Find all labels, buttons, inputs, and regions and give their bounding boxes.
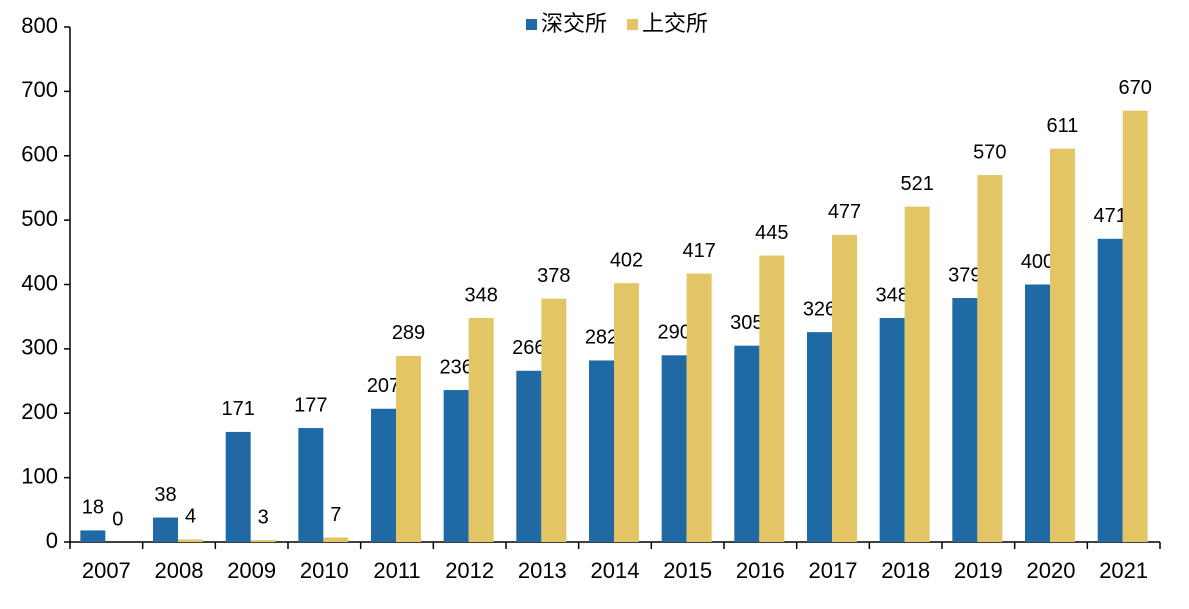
bar xyxy=(396,355,421,542)
bar xyxy=(832,234,857,542)
bar xyxy=(298,428,324,542)
y-tick-label: 700 xyxy=(21,77,58,102)
bar xyxy=(904,206,930,542)
bar xyxy=(153,517,178,542)
y-tick-label: 800 xyxy=(21,13,58,38)
bar xyxy=(80,530,106,542)
value-label: 290 xyxy=(657,322,690,344)
x-tick-label: 2012 xyxy=(445,558,494,583)
value-label: 471 xyxy=(1093,205,1126,227)
value-label: 402 xyxy=(610,249,643,271)
bar xyxy=(1097,238,1123,542)
bar xyxy=(661,355,687,542)
x-tick-label: 2020 xyxy=(1027,558,1076,583)
value-label: 348 xyxy=(464,284,497,306)
x-tick-label: 2015 xyxy=(663,558,712,583)
value-label: 445 xyxy=(755,222,788,244)
x-tick-label: 2016 xyxy=(736,558,785,583)
bar xyxy=(516,370,542,542)
bar xyxy=(977,175,1003,542)
bar xyxy=(589,360,614,542)
value-label: 378 xyxy=(537,265,570,287)
value-label: 611 xyxy=(1047,115,1079,137)
x-tick-label: 2013 xyxy=(518,558,567,583)
bar xyxy=(807,332,832,542)
value-label: 236 xyxy=(439,356,472,378)
legend-swatch xyxy=(526,19,537,30)
value-label: 670 xyxy=(1118,77,1151,99)
legend-label: 上交所 xyxy=(642,11,708,36)
value-label: 171 xyxy=(221,398,254,420)
bar xyxy=(759,255,785,542)
bar xyxy=(734,345,760,542)
bar xyxy=(250,540,276,542)
legend-label: 深交所 xyxy=(541,11,607,36)
bar xyxy=(879,317,905,542)
bar xyxy=(468,317,494,542)
value-label: 417 xyxy=(682,240,715,262)
y-tick-label: 500 xyxy=(21,206,58,231)
value-label: 570 xyxy=(973,141,1006,163)
value-label: 7 xyxy=(330,504,341,526)
value-label: 305 xyxy=(730,312,763,334)
y-tick-label: 400 xyxy=(21,270,58,295)
x-tick-label: 2009 xyxy=(227,558,276,583)
bar xyxy=(686,273,712,542)
bar xyxy=(178,539,203,542)
value-label: 289 xyxy=(392,322,425,344)
x-tick-label: 2010 xyxy=(300,558,349,583)
bar xyxy=(371,408,396,542)
value-label: 477 xyxy=(828,201,861,223)
x-tick-label: 2007 xyxy=(82,558,131,583)
value-label: 379 xyxy=(948,264,981,286)
x-tick-label: 2014 xyxy=(591,558,640,583)
value-label: 326 xyxy=(803,298,836,320)
x-tick-label: 2019 xyxy=(954,558,1003,583)
bar xyxy=(1122,110,1148,542)
x-tick-label: 2011 xyxy=(373,558,420,583)
y-tick-label: 0 xyxy=(46,528,58,553)
value-label: 282 xyxy=(585,327,618,349)
value-label: 266 xyxy=(512,337,545,359)
bar xyxy=(614,283,639,542)
bar xyxy=(1050,148,1075,542)
value-label: 3 xyxy=(258,506,269,528)
value-label: 521 xyxy=(900,173,933,195)
bar xyxy=(323,537,349,542)
value-label: 400 xyxy=(1021,251,1054,273)
value-label: 4 xyxy=(185,506,196,528)
value-label: 38 xyxy=(154,484,176,506)
x-tick-label: 2021 xyxy=(1099,558,1148,583)
y-tick-label: 200 xyxy=(21,399,58,424)
x-tick-label: 2018 xyxy=(881,558,930,583)
x-tick-label: 2008 xyxy=(155,558,204,583)
value-label: 177 xyxy=(294,394,327,416)
y-tick-label: 100 xyxy=(21,463,58,488)
value-label: 0 xyxy=(112,508,123,530)
bar xyxy=(952,298,978,542)
bar xyxy=(541,298,567,542)
bar xyxy=(225,431,251,542)
value-label: 207 xyxy=(367,375,400,397)
value-label: 18 xyxy=(82,497,104,519)
y-tick-label: 300 xyxy=(21,335,58,360)
x-tick-label: 2017 xyxy=(809,558,858,583)
bar xyxy=(443,390,469,542)
value-label: 348 xyxy=(875,284,908,306)
y-tick-label: 600 xyxy=(21,142,58,167)
legend-swatch xyxy=(627,19,639,30)
bar xyxy=(1025,284,1050,542)
